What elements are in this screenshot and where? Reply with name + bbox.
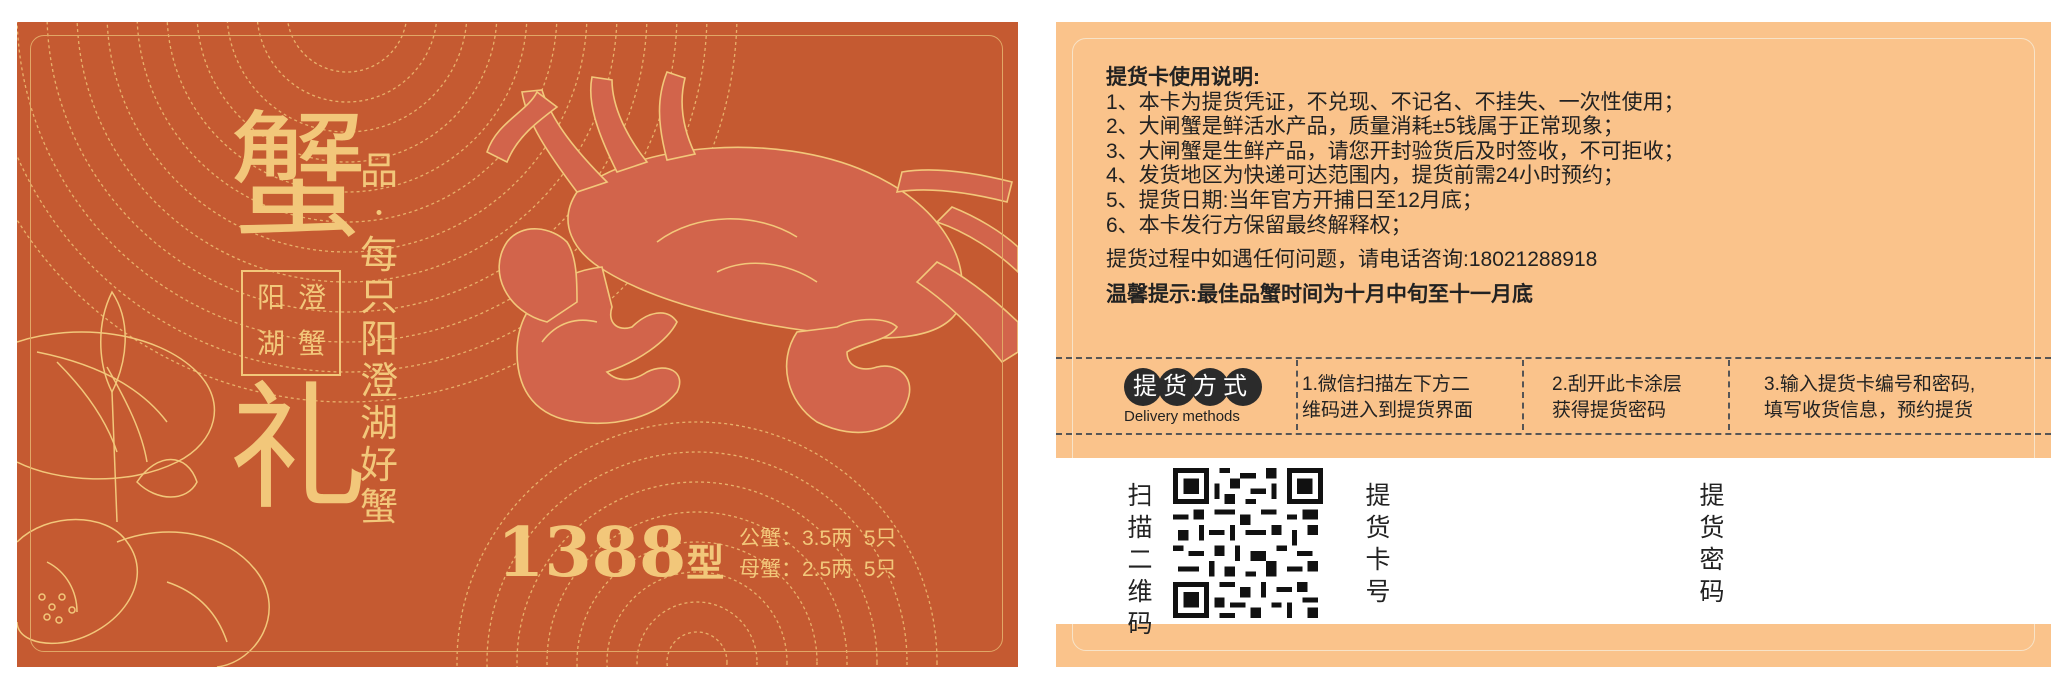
back-card: 提货卡使用说明: 1、本卡为提货凭证，不兑现、不记名、不挂失、一次性使用； 2、… [1056, 22, 2051, 667]
contact-phone: 提货过程中如遇任何问题，请电话咨询:18021288918 [1106, 248, 1598, 272]
crab-illustration [486, 71, 1018, 434]
model-unit: 型 [686, 540, 725, 585]
delivery-step-2: 2.刮开此卡涂层 获得提货密码 [1552, 372, 1682, 424]
delivery-methods-badge [1124, 368, 1262, 406]
delivery-methods-label-en: Delivery methods [1124, 408, 1240, 425]
rule-item: 4、发货地区为快递可达范围内，提货前需24小时预约； [1106, 164, 1625, 188]
delivery-methods-label: 提货方式 [1133, 373, 1253, 400]
title-character-gift: 礼 [229, 368, 368, 529]
dashed-divider-top [1056, 357, 2051, 359]
step-line: 维码进入到提货界面 [1302, 400, 1474, 421]
step-line: 3.输入提货卡编号和密码, [1764, 374, 1976, 395]
rules-title: 提货卡使用说明: [1106, 66, 1260, 89]
rule-item: 6、本卡发行方保留最终解释权； [1106, 213, 1412, 237]
step-line: 填写收货信息，预约提货 [1764, 400, 1974, 421]
ripple-circles-top [17, 22, 738, 403]
step-divider [1728, 360, 1730, 430]
card-number-label: 提货卡号 [1365, 482, 1391, 606]
model-value: 1388 [497, 513, 687, 593]
seal-char: 湖 [257, 327, 286, 360]
card-password-label: 提货密码 [1699, 482, 1725, 606]
seal-char: 澄 [298, 281, 327, 314]
seal-char: 阳 [257, 281, 286, 314]
dashed-divider-bottom [1056, 433, 2051, 435]
lotus-illustration [17, 290, 270, 667]
rule-item: 1、本卡为提货凭证，不兑现、不记名、不挂失、一次性使用； [1106, 90, 1685, 114]
front-card: 蟹 澄 阳 湖 蟹 礼 品·每只阳澄湖好蟹 1388型 公蟹：3.5两 5只 母… [17, 22, 1018, 667]
step-line: 2.刮开此卡涂层 [1552, 374, 1682, 395]
rule-item: 5、提货日期:当年官方开捕日至12月底； [1106, 188, 1483, 212]
step-divider [1522, 360, 1524, 430]
back-inner-frame [1072, 38, 2035, 651]
spec-male: 公蟹：3.5两 5只 [739, 527, 897, 550]
delivery-step-1: 1.微信扫描左下方二 维码进入到提货界面 [1302, 372, 1473, 424]
title-character-crab: 蟹 [229, 97, 368, 258]
step-divider [1296, 360, 1298, 430]
qr-code-icon[interactable] [1173, 468, 1323, 618]
usage-instructions: 提货卡使用说明: 1、本卡为提货凭证，不兑现、不记名、不挂失、一次性使用； 2、… [1106, 66, 1685, 307]
front-decoration [17, 22, 1018, 667]
tip-text: 温馨提示:最佳品蟹时间为十月中旬至十一月底 [1106, 282, 1533, 306]
seal-char: 蟹 [298, 327, 327, 360]
rule-item: 2、大闸蟹是鲜活水产品，质量消耗±5钱属于正常现象； [1106, 115, 1624, 139]
step-line: 1.微信扫描左下方二 [1302, 374, 1470, 395]
rule-item: 3、大闸蟹是生鲜产品，请您开封验货后及时签收，不可拒收； [1106, 139, 1685, 163]
seal-box: 澄 阳 湖 蟹 [241, 270, 341, 376]
scan-qr-label: 扫描二维码 [1127, 482, 1153, 638]
spec-female: 母蟹：2.5两 5只 [739, 558, 897, 581]
ripple-circles-bottom [456, 421, 938, 667]
step-line: 获得提货密码 [1552, 400, 1667, 421]
delivery-step-3: 3.输入提货卡编号和密码, 填写收货信息，预约提货 [1764, 372, 1975, 424]
vertical-slogan: 品·每只阳澄湖好蟹 [359, 149, 398, 529]
model-number: 1388型 [497, 519, 724, 587]
front-inner-frame [30, 35, 1003, 652]
